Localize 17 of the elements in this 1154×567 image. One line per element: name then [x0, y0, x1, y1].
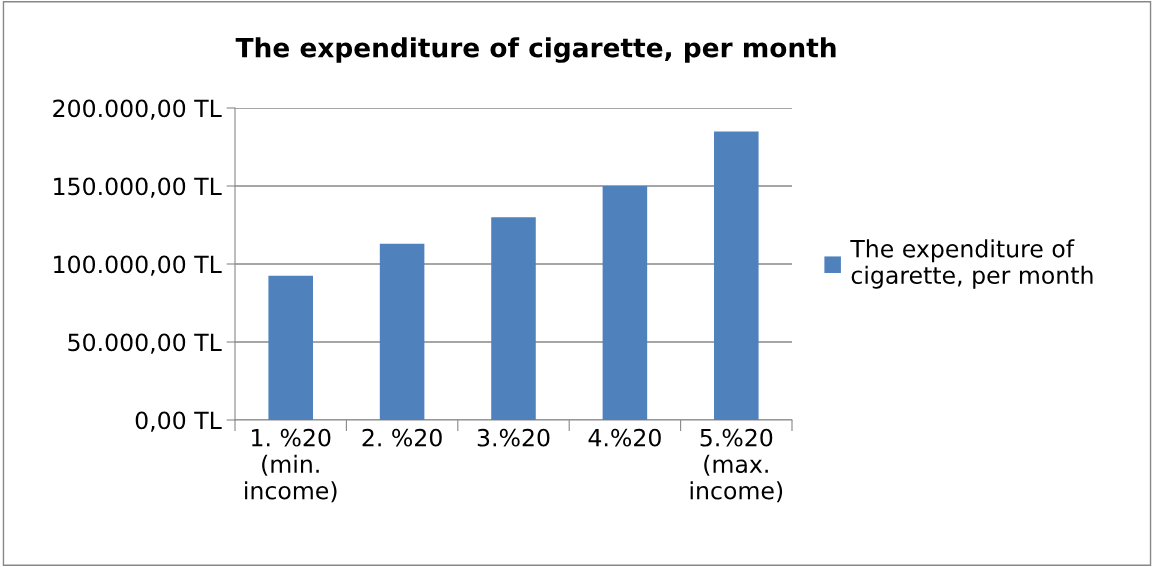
y-tick-label: 0,00 TL	[135, 411, 222, 432]
y-tick-label: 200.000,00 TL	[53, 99, 222, 120]
legend-label: The expenditure of cigarette, per month	[850, 239, 1093, 289]
bar	[268, 275, 313, 420]
bar	[714, 131, 759, 420]
x-tick-label: 2. %20	[362, 428, 442, 447]
y-tick-label: 50.000,00 TL	[68, 333, 222, 354]
x-tick-label: 5.%20 (max. income)	[690, 428, 783, 503]
y-tick-label: 100.000,00 TL	[54, 255, 222, 276]
bar	[379, 243, 425, 420]
x-tick-label: 3.%20	[477, 428, 550, 447]
bar	[602, 186, 648, 420]
x-tick-label: 4.%20	[588, 428, 661, 447]
chart-title: The expenditure of cigarette, per month	[235, 37, 836, 63]
x-tick-label: 1. %20 (min. income)	[245, 428, 337, 503]
bar	[491, 217, 536, 420]
y-tick-label: 150.000,00 TL	[54, 177, 222, 198]
